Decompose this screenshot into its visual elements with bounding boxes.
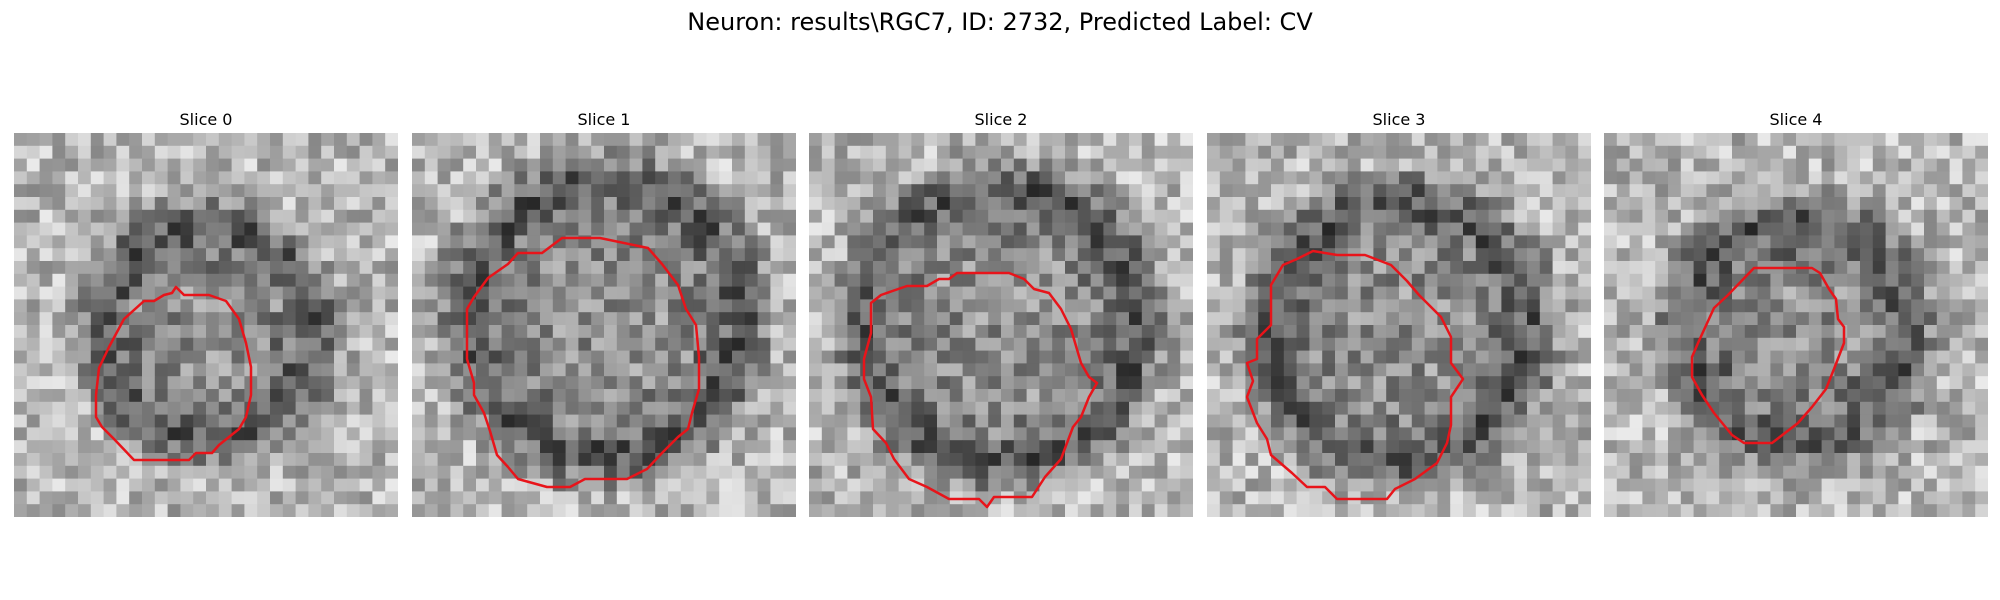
slice-image-3 [1207,133,1591,517]
panel-title-1: Slice 1 [577,110,631,129]
slice-panel-2 [809,133,1193,517]
panel-title-2: Slice 2 [974,110,1028,129]
figure-title: Neuron: results\RGC7, ID: 2732, Predicte… [687,8,1313,36]
slice-panel-1 [412,133,796,517]
segmentation-contour-0 [94,285,253,462]
panel-title-0: Slice 0 [179,110,233,129]
slice-panel-3 [1207,133,1591,517]
slice-image-4 [1604,133,1988,517]
segmentation-contour-1 [465,236,701,489]
slice-image-2 [809,133,1193,517]
segmentation-contour-3 [1245,249,1465,501]
segmentation-contour-2 [862,271,1099,509]
panel-title-4: Slice 4 [1769,110,1823,129]
segmentation-contour-4 [1690,266,1846,445]
slice-image-1 [412,133,796,517]
slice-image-0 [14,133,398,517]
panel-title-3: Slice 3 [1372,110,1426,129]
slice-panel-4 [1604,133,1988,517]
slice-panel-0 [14,133,398,517]
